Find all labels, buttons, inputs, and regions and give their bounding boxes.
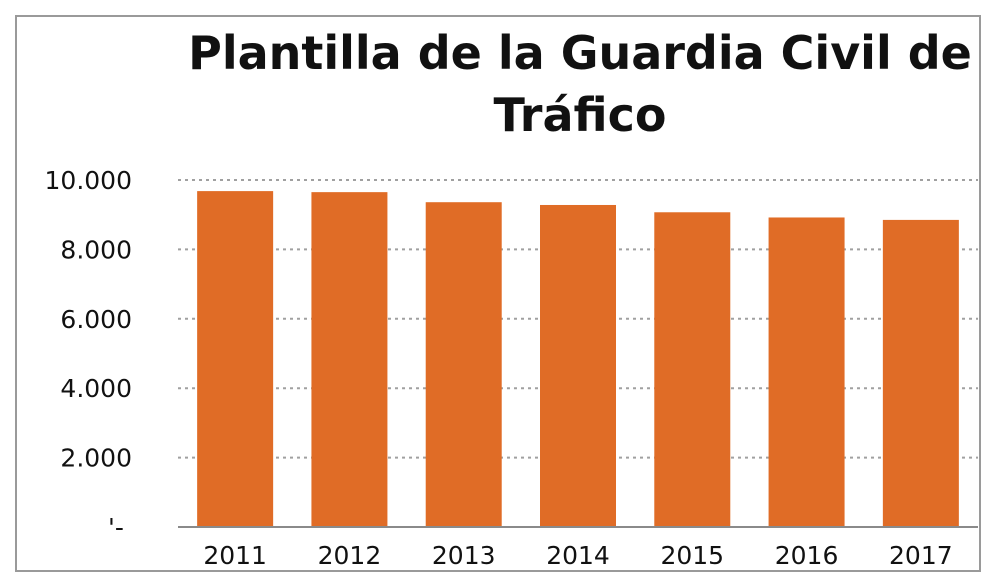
x-tick-label: 2015 bbox=[660, 541, 724, 570]
x-tick-label: 2017 bbox=[889, 541, 953, 570]
y-tick-label: '- bbox=[108, 513, 124, 542]
bar-2017 bbox=[882, 219, 959, 527]
bar-2014 bbox=[540, 204, 616, 527]
bar-2016 bbox=[768, 217, 845, 527]
bar-2011 bbox=[197, 191, 274, 527]
bar-2012 bbox=[311, 192, 388, 527]
chart-title-line-1: Plantilla de la Guardia Civil de bbox=[188, 26, 972, 80]
bar-2013 bbox=[425, 202, 502, 527]
y-tick-label: 8.000 bbox=[60, 235, 132, 264]
x-tick-label: 2011 bbox=[203, 541, 267, 570]
x-tick-label: 2013 bbox=[432, 541, 496, 570]
y-tick-label: 10.000 bbox=[45, 166, 132, 195]
x-tick-label: 2014 bbox=[546, 541, 610, 570]
y-tick-label: 2.000 bbox=[60, 444, 132, 473]
bars bbox=[197, 191, 959, 527]
chart-title: Plantilla de la Guardia Civil de Tráfico bbox=[180, 22, 980, 146]
x-tick-label: 2012 bbox=[318, 541, 382, 570]
y-axis-ticks: '- 2.000 4.000 6.000 8.000 10.000 bbox=[45, 166, 132, 542]
y-tick-label: 4.000 bbox=[60, 374, 132, 403]
x-tick-label: 2016 bbox=[775, 541, 839, 570]
y-tick-label: 6.000 bbox=[60, 305, 132, 334]
bar-2015 bbox=[654, 212, 731, 527]
chart-title-line-2: Tráfico bbox=[493, 88, 667, 142]
x-axis-ticks: 2011 2012 2013 2014 2015 2016 2017 bbox=[203, 541, 952, 570]
